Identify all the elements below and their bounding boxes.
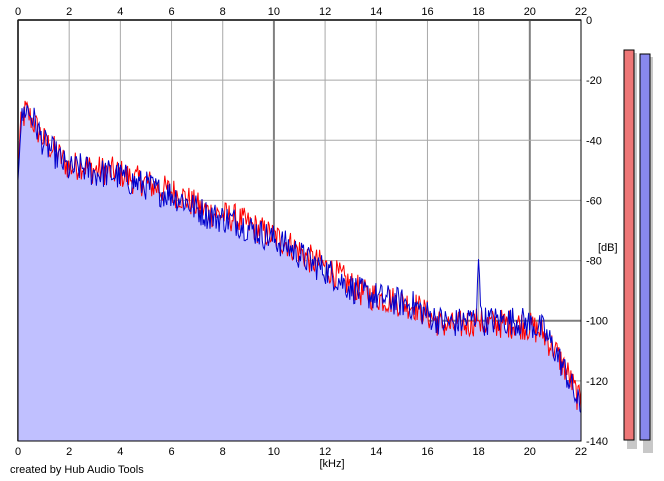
x-tick-label-top: 2: [66, 6, 72, 18]
y-tick-label: -140: [586, 436, 608, 448]
x-tick-label-bottom: 16: [421, 446, 433, 458]
x-tick-label-bottom: 20: [524, 446, 536, 458]
x-tick-label-top: 0: [15, 6, 21, 18]
y-tick-label: 0: [586, 15, 592, 27]
y-tick-label: -80: [586, 256, 602, 268]
y-tick-label: -100: [586, 316, 608, 328]
x-tick-label-top: 4: [117, 6, 123, 18]
series-line-2: [17, 103, 582, 414]
x-tick-label-bottom: 0: [15, 446, 21, 458]
x-tick-label-top: 20: [524, 6, 536, 18]
y-axis-right-labels: 0 -20 -40 -60 -80 -100 -120 -140: [586, 15, 608, 448]
y-tick-label: -20: [586, 75, 602, 87]
level-meters: [623, 49, 653, 453]
series-lines: [17, 100, 582, 414]
x-tick-label-top: 8: [220, 6, 226, 18]
x-tick-label-bottom: 8: [220, 446, 226, 458]
x-tick-label-top: 10: [268, 6, 280, 18]
y-tick-label: -40: [586, 135, 602, 147]
x-tick-label-top: 22: [575, 6, 587, 18]
x-tick-label-bottom: 18: [473, 446, 485, 458]
x-tick-label-bottom: 22: [575, 446, 587, 458]
x-tick-label-bottom: 10: [268, 446, 280, 458]
x-tick-label-top: 6: [168, 6, 174, 18]
x-tick-label-top: 18: [473, 6, 485, 18]
y-axis-unit-label: [dB]: [598, 242, 618, 254]
x-tick-label-bottom: 4: [117, 446, 123, 458]
series-line-1: [17, 100, 582, 412]
x-tick-label-top: 16: [421, 6, 433, 18]
level-meter-left-fill: [623, 49, 635, 441]
x-tick-label-bottom: 6: [168, 446, 174, 458]
x-tick-label-bottom: 2: [66, 446, 72, 458]
level-meter-right-fill: [639, 53, 651, 441]
x-tick-label-bottom: 12: [319, 446, 331, 458]
x-tick-label-bottom: 14: [370, 446, 382, 458]
spectrum-area-fill: [18, 105, 581, 441]
y-tick-label: -120: [586, 376, 608, 388]
y-tick-label: -60: [586, 195, 602, 207]
credit-text: created by Hub Audio Tools: [10, 464, 144, 476]
plot-border: [17, 19, 582, 442]
x-tick-label-top: 14: [370, 6, 382, 18]
x-tick-label-top: 12: [319, 6, 331, 18]
x-axis-unit-label: [kHz]: [319, 458, 344, 470]
